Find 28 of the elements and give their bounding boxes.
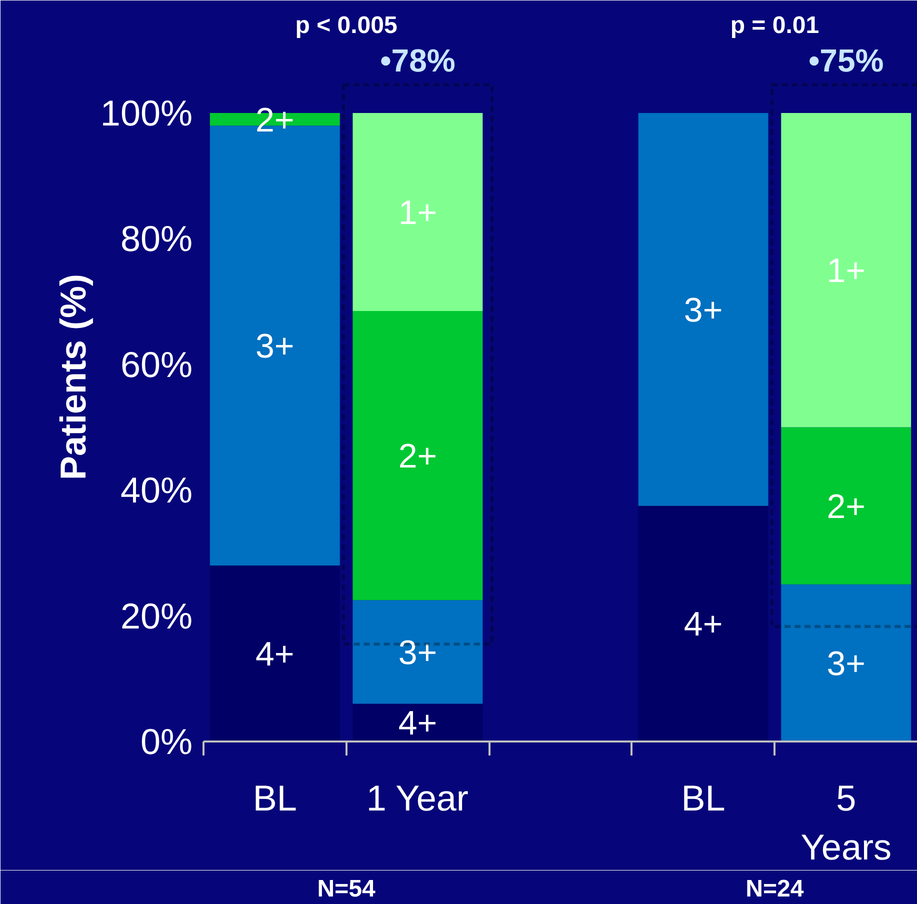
- annotation: p < 0.005: [295, 12, 398, 40]
- text: 3+: [826, 644, 866, 683]
- y-tick-label: 60%: [120, 344, 193, 385]
- y-tick-label: 80%: [120, 218, 193, 260]
- x-tick-label: BL: [252, 778, 297, 818]
- text: 2+: [398, 438, 438, 476]
- series-label: 4+: [398, 704, 438, 743]
- text: 3+: [256, 328, 294, 366]
- y-tick-label: 0%: [140, 721, 192, 762]
- text: N=54: [317, 876, 376, 903]
- text: 4+: [256, 636, 294, 674]
- annotation: •75%: [808, 42, 884, 78]
- x-tick-label: 1 Year: [366, 778, 468, 818]
- x-tick-label: BL: [681, 778, 726, 818]
- series-label: 3+: [398, 634, 438, 672]
- text: 3+: [684, 291, 723, 330]
- text: 2+: [826, 488, 866, 526]
- text: N=24: [746, 876, 804, 903]
- y-tick-label: 100%: [100, 92, 193, 134]
- y-tick-label: 20%: [120, 595, 193, 636]
- series-label: 1+: [398, 194, 438, 232]
- annotation: p = 0.01: [730, 12, 820, 40]
- annotation: •78%: [380, 42, 456, 78]
- text: 1+: [826, 252, 866, 290]
- text: 4+: [684, 606, 723, 644]
- x-tick-label: 5 Years: [800, 778, 892, 868]
- y-axis-title: Patients (%): [52, 274, 94, 480]
- y-tick-label: 40%: [120, 470, 193, 511]
